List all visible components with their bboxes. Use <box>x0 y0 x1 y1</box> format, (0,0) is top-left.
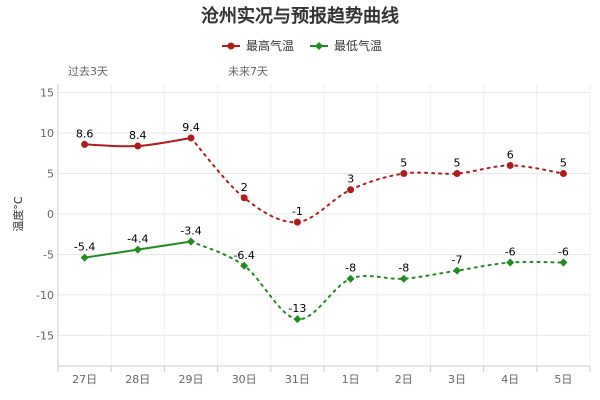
high-temp-point <box>559 170 567 178</box>
low-temp-point <box>240 261 249 270</box>
low-temp-point <box>346 274 355 283</box>
low-temp-point <box>80 253 89 262</box>
high-temp-data-label: 9.4 <box>182 121 200 134</box>
low-temp-point <box>506 258 515 267</box>
legend: 最高气温 最低气温 <box>222 38 382 53</box>
low-temp-data-label: -13 <box>288 302 306 315</box>
high-temp-data-label: -1 <box>292 205 303 218</box>
future-days-annotation: 未来7天 <box>228 65 268 78</box>
high-temp-data-label: 6 <box>507 148 514 161</box>
high-temp-legend-marker <box>227 42 235 50</box>
low-temp-data-label: -8 <box>345 262 356 275</box>
high-temp-point <box>293 218 301 226</box>
low-temp-data-label: -8 <box>398 262 409 275</box>
high-temp-point <box>187 134 195 142</box>
low-temp-data-label: -6 <box>558 246 569 259</box>
x-tick-label: 31日 <box>285 373 310 386</box>
low-temp-series-line-forecast <box>190 240 565 321</box>
low-temp-point <box>293 315 302 324</box>
low-temp-point <box>399 274 408 283</box>
x-tick-label: 1日 <box>342 373 360 386</box>
x-tick-label: 4日 <box>501 373 519 386</box>
y-tick-label: 5 <box>47 168 54 181</box>
low-temp-data-label: -7 <box>452 254 463 267</box>
high-temp-point <box>134 142 142 150</box>
low-temp-data-label: -6.4 <box>233 249 254 262</box>
x-tick-label: 28日 <box>125 373 150 386</box>
high-temp-data-label: 2 <box>241 181 248 194</box>
high-temp-point <box>506 161 514 169</box>
low-temp-point <box>187 237 195 246</box>
high-temp-data-label: 5 <box>454 157 461 170</box>
x-tick-label: 3日 <box>448 373 466 386</box>
past-days-annotation: 过去3天 <box>68 65 108 78</box>
high-temp-point <box>453 170 461 178</box>
x-tick-label: 29日 <box>179 373 204 386</box>
high-temp-data-label: 8.4 <box>129 129 147 142</box>
x-tick-label: 30日 <box>232 373 257 386</box>
low-temp-data-label: -5.4 <box>74 241 95 254</box>
y-tick-label: 10 <box>40 127 54 140</box>
x-tick-label: 5日 <box>554 373 572 386</box>
high-temp-point <box>400 170 408 178</box>
high-temp-series-line-forecast <box>190 136 565 224</box>
y-tick-label: -15 <box>36 329 54 342</box>
low-temp-legend-label: 最低气温 <box>334 38 382 53</box>
low-temp-data-label: -3.4 <box>180 225 201 238</box>
y-tick-label: 15 <box>40 87 54 100</box>
y-tick-label: -10 <box>36 289 54 302</box>
high-temp-data-label: 5 <box>560 157 567 170</box>
low-temp-point <box>133 245 142 254</box>
high-temp-data-label: 3 <box>347 173 354 186</box>
low-temp-point <box>453 266 461 275</box>
low-temp-data-label: -4.4 <box>127 233 148 246</box>
high-temp-point <box>81 140 89 148</box>
high-temp-point <box>240 194 248 202</box>
x-tick-label: 27日 <box>72 373 97 386</box>
high-temp-legend-label: 最高气温 <box>246 38 294 53</box>
x-tick-label: 2日 <box>395 373 413 386</box>
chart-title: 沧州实况与预报趋势曲线 <box>201 5 399 27</box>
low-temp-point <box>559 258 568 267</box>
y-tick-label: 0 <box>47 208 54 221</box>
y-axis-label: 温度°C <box>11 196 25 231</box>
high-temp-point <box>347 186 355 194</box>
high-temp-data-label: 5 <box>400 157 407 170</box>
low-temp-legend-marker <box>315 42 323 50</box>
high-temp-data-label: 8.6 <box>76 127 94 140</box>
y-tick-label: -5 <box>43 248 54 261</box>
low-temp-data-label: -6 <box>505 246 516 259</box>
